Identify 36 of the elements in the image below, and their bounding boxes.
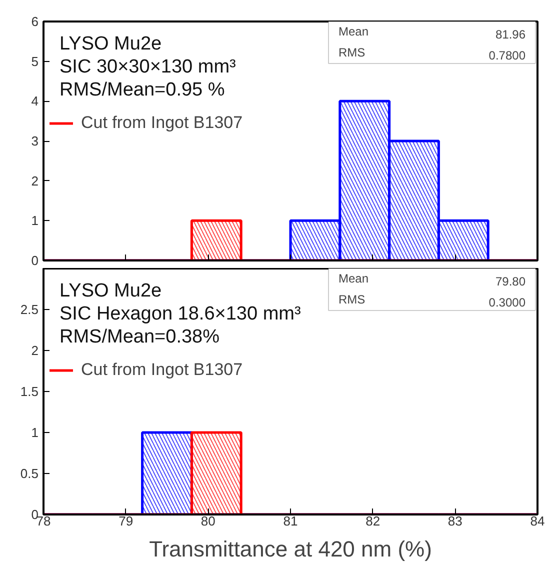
y-tick-label: 6 <box>31 14 39 29</box>
annotation: 0.3000 <box>488 296 526 310</box>
y-tick-label: 4 <box>31 94 39 109</box>
x-tick-label: 80 <box>200 514 216 528</box>
annotation: SIC 30×30×130 mm³ <box>60 56 236 78</box>
x-tick-label: 79 <box>118 514 134 528</box>
y-tick-label: 1.5 <box>20 384 39 399</box>
annotation: 81.96 <box>495 28 526 42</box>
y-tick-label: 0 <box>31 507 39 522</box>
annotation: RMS <box>338 292 366 306</box>
y-tick-label: 2 <box>31 343 39 358</box>
x-tick-label: 84 <box>530 514 545 528</box>
annotation: Mean <box>338 272 369 286</box>
annotation: LYSO Mu2e <box>60 280 162 302</box>
y-tick-label: 3 <box>31 134 39 148</box>
annotation: RMS/Mean=0.95 % <box>60 80 225 100</box>
annotation: RMS/Mean=0.38% <box>60 326 220 348</box>
y-tick-label: 5 <box>31 54 39 69</box>
legend-label: Cut from Ingot B1307 <box>81 113 243 133</box>
y-tick-label: 1 <box>31 425 39 440</box>
y-tick-label: 0 <box>31 253 39 268</box>
annotation: SIC Hexagon 18.6×130 mm³ <box>60 304 301 324</box>
y-tick-label: 2 <box>31 173 39 188</box>
annotation: 0.7800 <box>488 48 526 62</box>
x-tick-label: 81 <box>283 514 298 528</box>
annotation: RMS <box>338 46 366 60</box>
annotation: Mean <box>338 24 369 38</box>
y-tick-label: 2.5 <box>20 302 39 317</box>
annotation: 79.80 <box>495 274 526 288</box>
x-tick-label: 82 <box>366 514 380 528</box>
x-axis-title: Transmittance at 420 nm (%) <box>149 536 432 562</box>
y-tick-label: 0.5 <box>20 466 39 481</box>
y-tick-label: 1 <box>31 213 39 228</box>
x-tick-label: 83 <box>448 514 462 528</box>
legend-label: Cut from Ingot B1307 <box>81 360 243 380</box>
annotation: LYSO Mu2e <box>60 34 162 54</box>
